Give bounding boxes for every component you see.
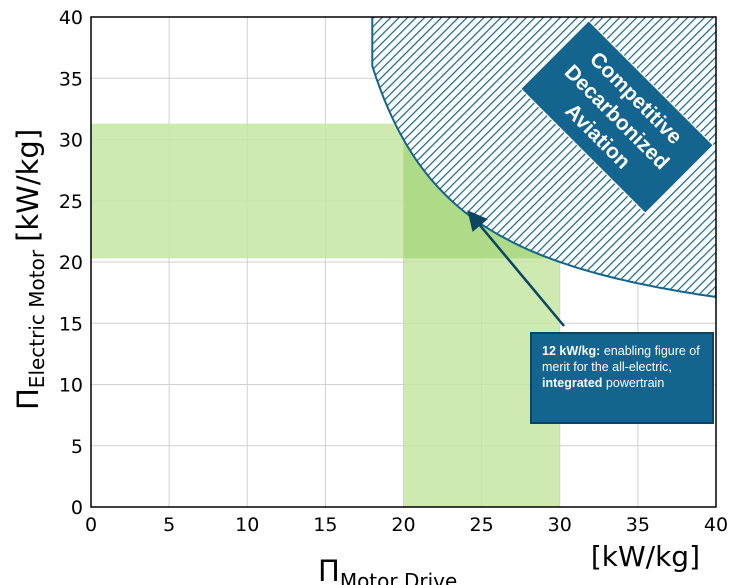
x-axis-unit: [kW/kg]: [591, 540, 700, 573]
x-tick-label: 35: [626, 514, 650, 536]
y-axis-label: ΠElectric Motor [kW/kg]: [11, 129, 49, 410]
x-tick-labels: 0 5 10 15 20 25 30 35 40: [85, 514, 728, 536]
y-tick-label: 10: [59, 375, 83, 397]
x-tick-label: 40: [704, 514, 728, 536]
x-axis-label: ΠMotor Drive: [318, 554, 457, 585]
y-tick-label: 35: [59, 68, 83, 90]
annotation-text-1: enabling figure of merit for the all-ele…: [542, 344, 700, 374]
y-tick-label: 30: [59, 130, 83, 152]
annotation-text-2: powertrain: [602, 376, 665, 390]
y-axis-label-sub: Electric Motor: [25, 249, 49, 388]
x-tick-label: 20: [391, 514, 415, 536]
x-tick-label: 30: [548, 514, 572, 536]
y-tick-label: 40: [59, 7, 83, 29]
x-tick-label: 25: [470, 514, 494, 536]
x-axis-label-main: Π: [318, 554, 340, 585]
x-tick-label: 15: [313, 514, 337, 536]
y-tick-label: 5: [71, 436, 83, 458]
region-label-box: [520, 20, 714, 214]
x-tick-label: 5: [163, 514, 175, 536]
y-tick-label: 25: [59, 191, 83, 213]
region-label: Competitive Decarbonized Aviation: [520, 20, 714, 214]
x-axis-label-sub: Motor Drive: [340, 569, 457, 585]
plot-frame: [90, 16, 717, 508]
annotation-bold-mid: integrated: [542, 376, 603, 390]
y-tick-label: 15: [59, 313, 83, 335]
x-tick-label: 0: [85, 514, 97, 536]
y-axis-label-main: Π: [11, 388, 45, 410]
y-tick-label: 20: [59, 252, 83, 274]
annotation-box: 12 kW/kg: enabling figure of merit for t…: [530, 332, 714, 424]
x-tick-label: 10: [235, 514, 259, 536]
y-axis-label-unit: [kW/kg]: [11, 129, 45, 242]
annotation-arrow: [467, 210, 565, 327]
y-tick-labels: 0 5 10 15 20 25 30 35 40: [59, 7, 83, 519]
y-tick-label: 0: [71, 497, 83, 519]
annotation-bold-lead: 12 kW/kg:: [542, 344, 601, 358]
